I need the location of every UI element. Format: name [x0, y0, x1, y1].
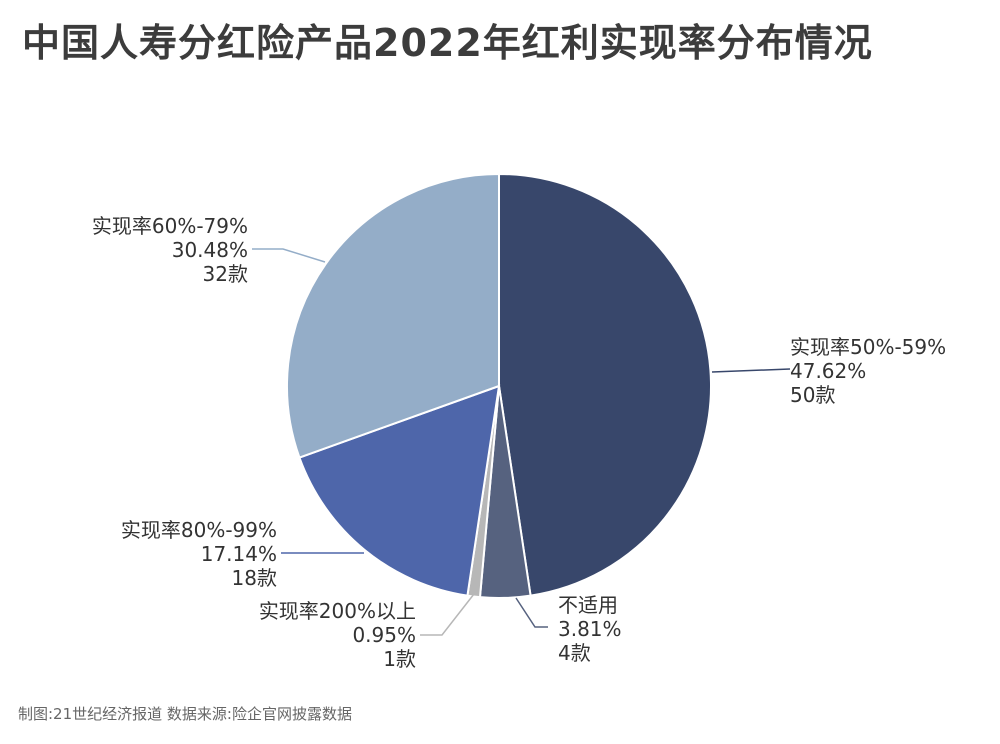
leader-line-1	[515, 597, 548, 628]
pie-slice-3	[298, 384, 501, 597]
slice-label-name-0: 实现率50%-59%	[790, 335, 946, 359]
leader-lines	[252, 248, 791, 636]
pie-slice-0	[498, 172, 712, 597]
leader-line-0	[711, 368, 791, 373]
slice-label-count-1: 4款	[558, 641, 591, 665]
slice-label-count-4: 32款	[203, 262, 248, 286]
leader-line-2	[420, 593, 475, 636]
slice-label-percent-1: 3.81%	[558, 617, 622, 641]
slice-label-count-3: 18款	[232, 566, 277, 590]
slice-label-name-1: 不适用	[558, 593, 618, 617]
pie-slice-4	[286, 172, 500, 459]
chart-footer-source: 制图:21世纪经济报道 数据来源:险企官网披露数据	[18, 705, 352, 723]
leader-line-4	[252, 248, 326, 263]
pie-slices	[286, 172, 712, 599]
slice-label-percent-0: 47.62%	[790, 359, 866, 383]
slice-label-name-2: 实现率200%以上	[259, 599, 416, 623]
slice-label-percent-2: 0.95%	[352, 623, 416, 647]
slice-label-count-2: 1款	[383, 647, 416, 671]
slice-label-name-3: 实现率80%-99%	[121, 518, 277, 542]
slice-label-count-0: 50款	[790, 383, 835, 407]
slice-label-percent-4: 30.48%	[172, 238, 248, 262]
slice-label-percent-3: 17.14%	[201, 542, 277, 566]
slice-label-name-4: 实现率60%-79%	[92, 214, 248, 238]
chart-title: 中国人寿分红险产品2022年红利实现率分布情况	[22, 21, 873, 65]
